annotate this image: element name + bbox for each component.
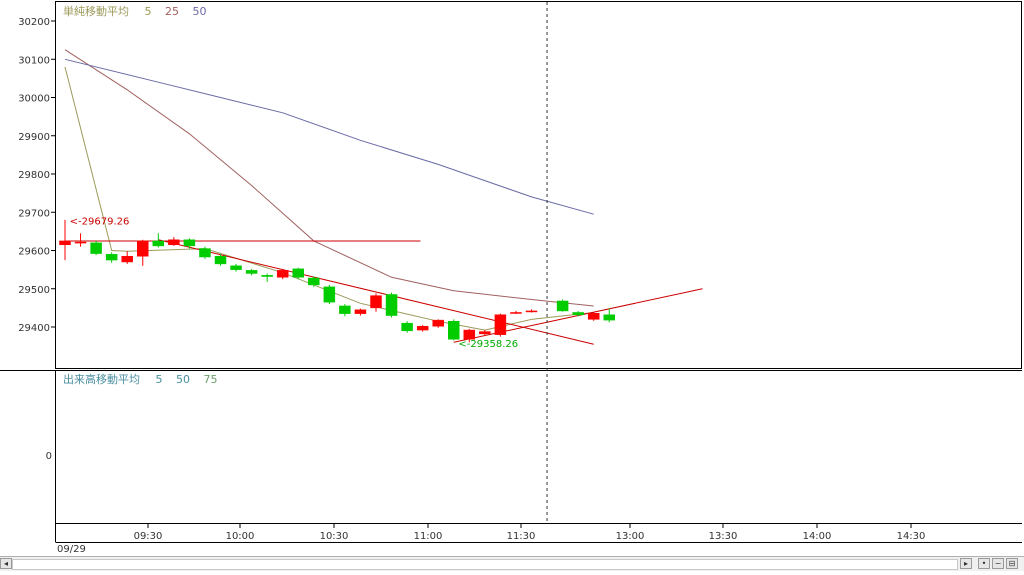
candle-body (276, 270, 289, 278)
zoom-out-button[interactable]: • (978, 558, 990, 569)
x-axis-ticks: 09:30 10:00 10:30 11:00 11:30 13:00 13:30 14:00… (134, 523, 926, 542)
ma-line-5 (64, 66, 594, 331)
candle-body (214, 255, 227, 265)
x-tick-label: 13:30 (709, 531, 738, 542)
candle-body (401, 322, 413, 332)
candle-body (121, 255, 133, 263)
candle-body (168, 239, 180, 246)
price-annotation: <-29679.26 (70, 216, 130, 227)
legend-period-5: 5 (144, 5, 152, 18)
x-tick-label: 14:00 (803, 531, 832, 542)
x-tick-label: 11:00 (414, 531, 443, 542)
candle-body (479, 331, 491, 335)
candle-body (510, 312, 522, 314)
y-tick-label: 29500 (18, 285, 50, 296)
y-tick-label: 29600 (18, 247, 50, 258)
candle-body (90, 242, 102, 254)
horizontal-scrollbar[interactable]: ◂ ▸ • − ⊟ (0, 556, 1024, 571)
candle-body (339, 305, 351, 314)
candles (59, 219, 615, 343)
candle-body (199, 248, 211, 258)
y-tick-label: 29400 (18, 323, 50, 334)
zoom-fit-button[interactable]: ⊟ (1006, 558, 1018, 569)
trendline (158, 239, 594, 345)
x-tick-label: 09:30 (134, 531, 163, 542)
candle-body (463, 329, 476, 340)
candle-body (432, 319, 444, 327)
price-annotation: <-29358.26 (458, 339, 518, 350)
candle-body (137, 240, 149, 257)
price-panel-frame (55, 1, 1022, 369)
ma-line-50 (64, 58, 594, 215)
x-tick-label: 13:00 (616, 531, 645, 542)
y-axis-ticks: 30200 30100 30000 29900 29800 29700 29600 29500… (18, 17, 56, 334)
candle-body (385, 294, 398, 316)
candle-body (354, 309, 367, 314)
candle-body (261, 275, 273, 277)
candle-body (105, 254, 118, 261)
candle-body (323, 286, 336, 303)
candle-body (494, 314, 507, 335)
volume-legend-period-75: 75 (203, 373, 218, 386)
y-tick-label: 29700 (18, 208, 50, 219)
volume-legend-period-5: 5 (155, 373, 163, 386)
y-tick-label: 30000 (18, 94, 50, 105)
volume-legend-period-50: 50 (176, 373, 190, 386)
candle-body (292, 268, 304, 278)
x-tick-label: 10:30 (320, 531, 349, 542)
y-tick-label: 30100 (18, 55, 50, 66)
volume-legend-title: 出来高移動平均 (63, 373, 140, 386)
date-label: 09/29 (57, 544, 86, 555)
candle-body (308, 277, 320, 286)
volume-axis-label: 0 (46, 451, 52, 462)
y-tick-label: 29800 (18, 170, 50, 181)
candle-body (245, 270, 258, 274)
y-tick-label: 29900 (18, 132, 50, 143)
legend-period-25: 25 (165, 5, 179, 18)
candle-body (370, 295, 382, 309)
candle-body (416, 325, 429, 331)
y-tick-label: 30200 (18, 17, 50, 28)
x-tick-label: 10:00 (226, 531, 255, 542)
candle-body (59, 240, 71, 246)
zoom-in-button[interactable]: − (992, 558, 1004, 569)
candle-body (587, 312, 600, 320)
candle-body (183, 239, 196, 247)
annotations: <-29679.26 <-29358.26 (70, 216, 518, 350)
volume-legend: 出来高移動平均 5 50 75 (63, 374, 228, 386)
candle-body (448, 321, 460, 340)
candle-body (556, 300, 569, 312)
candle-body (230, 265, 242, 270)
candle-body (74, 241, 87, 244)
candle-body (525, 310, 538, 313)
x-tick-label: 14:30 (897, 531, 926, 542)
candle-body (572, 312, 584, 316)
scroll-right-button[interactable]: ▸ (960, 558, 972, 569)
legend-period-50: 50 (192, 5, 207, 18)
candle-body (152, 240, 165, 247)
candle-body (603, 314, 615, 321)
price-legend: 単純移動平均 5 25 50 (63, 6, 217, 18)
price-legend-title: 単純移動平均 (63, 5, 129, 18)
x-tick-label: 11:30 (507, 531, 536, 542)
scroll-left-button[interactable]: ◂ (0, 558, 12, 569)
scroll-track[interactable] (12, 559, 958, 570)
